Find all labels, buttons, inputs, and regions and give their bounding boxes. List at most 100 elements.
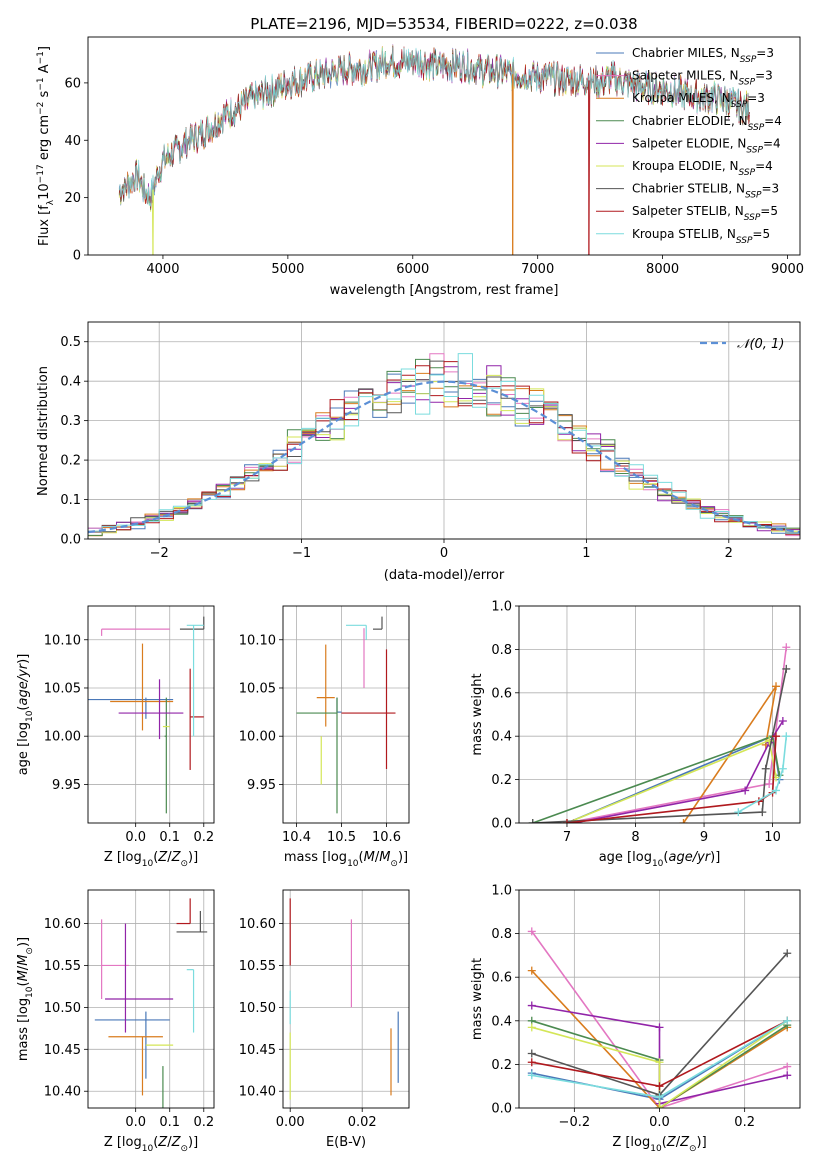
y-tick-label: 0.6 xyxy=(491,686,512,701)
weight-marker xyxy=(527,1023,536,1032)
y-tick-label: 10.45 xyxy=(44,1043,81,1058)
weight-line xyxy=(532,668,788,823)
axes-frame xyxy=(87,36,801,256)
y-tick-label: 0.4 xyxy=(60,375,81,390)
weight-marker xyxy=(765,779,774,788)
weight-marker xyxy=(772,732,781,741)
y-tick-label: 0.0 xyxy=(60,533,81,548)
y-tick-label: 0.2 xyxy=(491,773,512,788)
legend-item: 𝒩(0, 1) xyxy=(737,337,784,352)
x-axis-label: age [log10(age/yr)] xyxy=(599,850,721,869)
y-tick-label: 10.55 xyxy=(44,959,81,974)
x-axis-label: Z [log10(Z/Z⊙)] xyxy=(612,1135,706,1154)
legend-item: Chabrier STELIB, NSSP=3 xyxy=(632,182,779,201)
axes-frame xyxy=(282,605,410,824)
weight-line xyxy=(682,685,777,823)
weight-marker xyxy=(783,1016,792,1025)
x-tick-label: 4000 xyxy=(146,262,179,277)
x-tick-label: 0.0 xyxy=(649,1115,670,1130)
x-tick-label: 7 xyxy=(563,830,571,845)
y-tick-label: 10.00 xyxy=(239,730,276,745)
plot-area xyxy=(88,353,800,539)
y-tick-label: 0.5 xyxy=(60,335,81,350)
weight-marker xyxy=(782,732,791,741)
legend-item: Kroupa MILES, NSSP=3 xyxy=(632,91,765,110)
legend: Chabrier MILES, NSSP=3 Salpeter MILES, NS… xyxy=(596,46,782,246)
weight-line xyxy=(566,647,788,823)
y-tick-label: 0.4 xyxy=(491,730,512,745)
y-tick-label: 9.95 xyxy=(52,778,81,793)
y-axis-label: age [log10(age/yr)] xyxy=(16,654,35,776)
y-tick-label: 0.0 xyxy=(491,1102,512,1117)
y-axis-label: mass weight xyxy=(470,673,485,755)
x-axis-label: (data-model)/error xyxy=(384,568,505,583)
y-tick-label: 10.05 xyxy=(44,681,81,696)
x-tick-label: 10.6 xyxy=(372,830,401,845)
y-axis-label: Flux [fλ10−17 erg cm−2 s−1 A−1] xyxy=(36,46,56,246)
weight-marker xyxy=(655,1058,664,1067)
x-tick-label: −0.2 xyxy=(559,1115,591,1130)
x-tick-label: 7000 xyxy=(521,262,554,277)
y-tick-label: 10.40 xyxy=(239,1085,276,1100)
y-tick-label: 40 xyxy=(64,134,81,149)
histogram-step xyxy=(88,353,800,539)
x-tick-label: 0.1 xyxy=(159,1115,180,1130)
axes-residuals: −2 −1 0 1 2 0.0 0.1 0.2 0.3 0.4 0.5 (data-model)/er… xyxy=(36,321,801,583)
plot-area xyxy=(528,643,791,823)
y-tick-label: 10.55 xyxy=(239,959,276,974)
x-tick-label: 0.0 xyxy=(125,1115,146,1130)
plot-area xyxy=(289,898,399,1100)
x-tick-label: 10.5 xyxy=(327,830,356,845)
weight-line xyxy=(531,930,788,1108)
weight-marker xyxy=(562,819,571,823)
y-tick-label: 10.05 xyxy=(239,681,276,696)
weight-line xyxy=(737,736,788,813)
axes-frame xyxy=(282,889,410,1109)
y-tick-label: 10.00 xyxy=(44,730,81,745)
axes-frame xyxy=(87,605,215,824)
y-tick-label: 10.10 xyxy=(239,633,276,648)
weight-marker xyxy=(655,1093,664,1102)
x-tick-label: −1 xyxy=(292,546,311,561)
y-axis-label: Normed distribution xyxy=(36,366,51,496)
y-tick-label: 20 xyxy=(64,191,81,206)
y-tick-label: 10.60 xyxy=(44,917,81,932)
y-tick-label: 60 xyxy=(64,76,81,91)
x-tick-label: 8 xyxy=(631,830,639,845)
x-tick-label: 5000 xyxy=(271,262,304,277)
axes-age-vs-mass: 10.4 10.5 10.6 9.95 10.00 10.05 10.10 mass [log… xyxy=(239,605,410,869)
axes-mass-vs-Z: 0.0 0.1 0.2 10.40 10.45 10.50 10.55 10.60 Z [log… xyxy=(16,889,215,1154)
x-axis-label: wavelength [Angstrom, rest frame] xyxy=(330,283,559,298)
x-axis-label: Z [log10(Z/Z⊙)] xyxy=(104,1135,198,1154)
weight-marker xyxy=(761,764,770,773)
weight-marker xyxy=(527,1071,536,1080)
weight-marker xyxy=(758,808,767,817)
legend-item: Salpeter STELIB, NSSP=5 xyxy=(632,204,778,223)
y-tick-label: 0.2 xyxy=(60,454,81,469)
weight-marker xyxy=(782,664,791,673)
axes-spectrum: 4000 5000 6000 7000 8000 9000 0 20 40 60 PLATE=219… xyxy=(36,15,804,298)
weight-marker xyxy=(527,1058,536,1067)
legend-item: Chabrier ELODIE, NSSP=4 xyxy=(632,114,782,133)
spectrum-line xyxy=(118,47,750,207)
y-tick-label: 10.10 xyxy=(44,633,81,648)
y-tick-label: 10.45 xyxy=(239,1043,276,1058)
y-tick-label: 1.0 xyxy=(491,600,512,615)
legend-item: Salpeter ELODIE, NSSP=4 xyxy=(632,136,781,155)
y-tick-label: 10.60 xyxy=(239,917,276,932)
axes-frame xyxy=(87,889,215,1109)
x-axis-label: E(B-V) xyxy=(326,1135,366,1150)
y-tick-label: 10.40 xyxy=(44,1085,81,1100)
weight-marker xyxy=(527,1001,536,1010)
weight-marker xyxy=(741,786,750,795)
plot-area xyxy=(118,44,750,255)
y-tick-label: 10.50 xyxy=(239,1001,276,1016)
weight-marker xyxy=(528,819,537,823)
y-tick-label: 1.0 xyxy=(491,884,512,899)
x-tick-label: 10.4 xyxy=(282,830,311,845)
y-tick-label: 0.4 xyxy=(491,1014,512,1029)
plot-area xyxy=(296,616,396,814)
x-tick-label: 1 xyxy=(582,546,590,561)
weight-marker xyxy=(527,966,536,975)
x-tick-label: 0.2 xyxy=(734,1115,755,1130)
